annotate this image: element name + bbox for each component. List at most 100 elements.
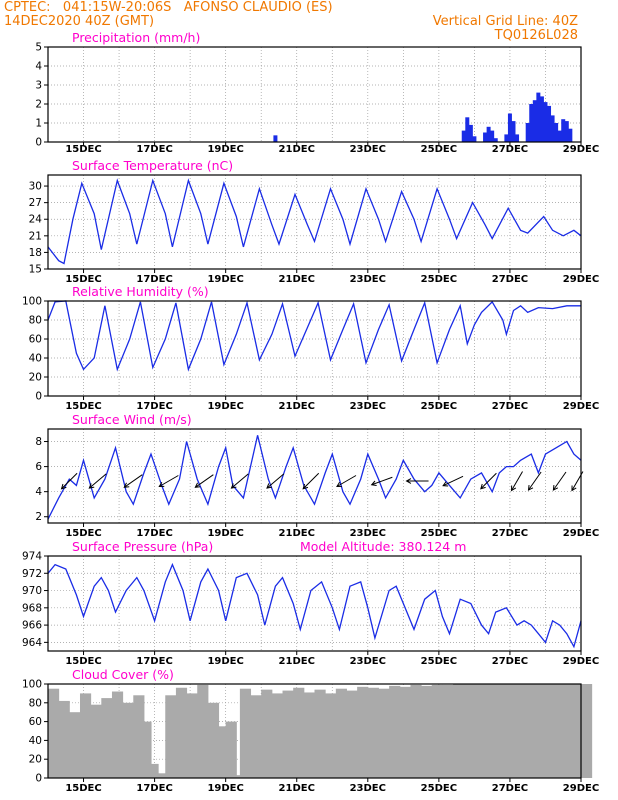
y-tick-label: 970 [22,585,42,597]
cloud-cover-bar [147,763,159,778]
wind-arrow [336,475,357,487]
y-tick-label: 20 [29,372,42,384]
cloud-cover-bar [239,688,252,778]
series-line [47,300,581,372]
x-tick-label: 19DEC [207,783,243,794]
cloud-cover-bar [421,685,433,778]
wind-arrow [195,474,214,488]
x-tick-label: 19DEC [207,401,243,412]
x-tick-label: 19DEC [207,656,243,667]
cloud-cover-bar [410,684,422,778]
x-tick-label: 25DEC [421,528,457,539]
x-tick-label: 15DEC [65,656,101,667]
x-tick-label: 15DEC [65,401,101,412]
cloud-cover-bar [303,692,315,778]
cloud-cover-bar [442,684,454,778]
cloud-cover-bar [517,684,529,778]
x-tick-label: 17DEC [136,528,172,539]
x-tick-label: 19DEC [207,144,243,155]
wind-arrow-head [405,478,412,484]
x-tick-label: 25DEC [421,144,457,155]
series-line [47,562,582,649]
cloud-cover-bar [282,690,294,778]
precipitation-bar [525,123,530,142]
y-tick-label: 100 [22,679,42,691]
cloud-cover-bar [378,688,390,778]
y-tick-label: 60 [29,716,42,728]
wind-arrow [552,471,567,491]
x-tick-label: 23DEC [350,528,386,539]
y-tick-label: 5 [35,42,42,54]
cloud-cover-bar [186,693,198,778]
x-tick-label: 29DEC [563,528,599,539]
cloud-cover-bar [399,686,411,778]
precipitation-bar [511,121,516,142]
wind-arrow-head [88,483,95,489]
x-tick-label: 19DEC [207,528,243,539]
wind-arrow-head [370,480,377,487]
wind-arrow-head [480,483,486,490]
y-tick-label: 40 [29,735,42,747]
y-tick-label: 0 [35,391,42,403]
header-grid-line: Vertical Grid Line: 40Z [432,14,578,29]
cloud-cover-bar [101,698,113,778]
cloud-cover-bar [431,684,443,778]
precipitation-bar [547,105,552,142]
cloud-cover-bar [250,695,262,778]
precipitation-bar [557,130,562,142]
x-tick-label: 27DEC [492,274,528,285]
cloud-cover-bar [293,687,305,778]
cloud-cover-bar [197,684,209,778]
precipitation-bar [568,128,573,142]
cloud-cover-bar [495,684,507,778]
cloud-cover-bar [357,686,369,778]
x-tick-label: 29DEC [563,274,599,285]
panel-title: Surface Temperature (nC) [72,158,233,173]
cloud-cover-bar [325,693,337,778]
x-tick-label: 29DEC [563,401,599,412]
y-tick-label: 8 [35,436,42,448]
precipitation-bar [472,136,477,142]
x-tick-label: 25DEC [421,783,457,794]
y-tick-label: 964 [22,637,42,649]
cloud-cover-bar [570,684,582,778]
y-tick-label: 24 [29,214,43,226]
panel-frame [47,46,582,143]
cloud-cover-bar [559,684,571,778]
precipitation-bar [468,124,473,142]
x-tick-label: 23DEC [350,656,386,667]
x-tick-label: 29DEC [563,144,599,155]
y-tick-label: 30 [29,181,42,193]
precipitation-bar [504,134,509,142]
wind-arrow [61,472,78,490]
x-tick-label: 21DEC [279,783,315,794]
panel-frame [47,683,582,779]
precipitation-bar [461,130,466,142]
x-tick-label: 15DEC [65,144,101,155]
x-tick-label: 17DEC [136,783,172,794]
y-tick-label: 27 [29,197,42,209]
x-tick-label: 21DEC [279,274,315,285]
cloud-cover-bar [261,689,273,778]
y-tick-label: 974 [22,551,42,563]
wind-arrow [371,476,393,486]
cloud-cover-bar [175,687,188,778]
y-tick-label: 80 [29,315,42,327]
wind-arrow [511,471,523,491]
precipitation-bar [486,126,491,142]
cloud-cover-bar [140,721,152,778]
cloud-cover-bar [48,688,60,778]
panel-title: Cloud Cover (%) [72,667,174,682]
wind-arrow-head [266,483,272,489]
precipitation-bar [539,96,544,142]
cloud-cover-bar [314,689,326,778]
x-tick-label: 25DEC [421,274,457,285]
cloud-cover-bar [69,712,81,778]
precipitation-bar [507,113,512,142]
header-station: CPTEC: 041:15W-20:06S AFONSO CLAUDIO (ES… [4,0,333,15]
x-tick-label: 17DEC [136,144,172,155]
x-tick-label: 21DEC [279,528,315,539]
x-tick-label: 17DEC [136,274,172,285]
y-tick-label: 2 [35,99,42,111]
cloud-cover-bar [581,684,593,778]
